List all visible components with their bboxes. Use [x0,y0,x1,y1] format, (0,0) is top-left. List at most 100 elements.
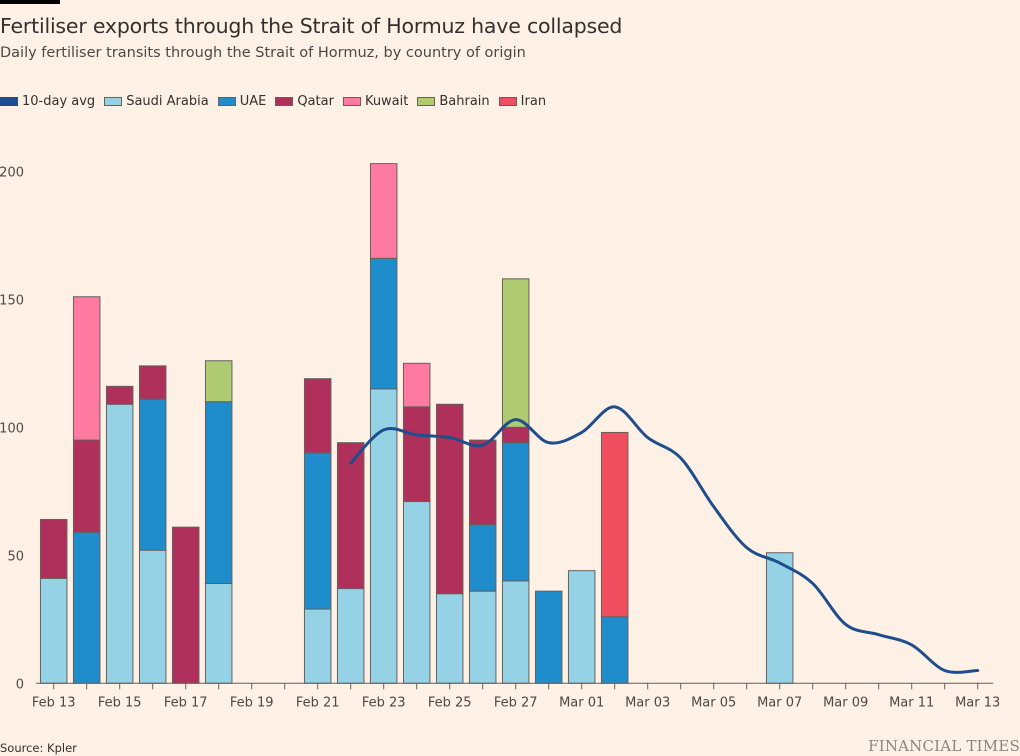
x-tick-label: Feb 17 [164,695,208,710]
bar-segment-iran [600,431,629,618]
bar-segment-qatar [435,403,464,595]
bar-segment-saudi-arabia [765,552,794,684]
legend-swatch-uae [217,97,236,106]
bar-stack-feb-15 [105,385,134,684]
bar-stack-feb-24 [402,362,431,684]
legend-item-10-day-avg: 10-day avg [0,94,95,109]
bar-segment-saudi-arabia [369,388,398,684]
bar-segment-saudi-arabia [39,577,68,684]
bars-layer [39,163,794,684]
bar-segment-uae [303,452,332,610]
bar-stack-feb-14 [72,296,101,684]
bar-segment-qatar [72,439,101,533]
x-tick-label: Feb 21 [296,695,340,710]
line-layer [349,405,980,674]
x-tick-label: Mar 13 [955,695,1000,710]
x-tick-label: Feb 13 [32,695,76,710]
bar-segment-qatar [336,442,365,590]
y-tick-label: 100 [0,421,24,436]
legend-swatch-saudi-arabia [104,97,123,106]
bar-segment-saudi-arabia [402,501,431,684]
legend-item-uae: UAE [217,94,267,109]
bar-stack-feb-13 [39,518,68,684]
bar-stack-feb-26 [468,439,497,684]
bar-stack-feb-17 [171,526,200,684]
bar-segment-saudi-arabia [336,588,365,684]
y-tick-label: 200 [0,165,24,180]
bar-segment-qatar [468,439,497,526]
bar-segment-saudi-arabia [303,608,332,684]
bar-stack-mar-01 [567,570,596,684]
x-tick-label: Mar 01 [559,695,604,710]
bar-segment-qatar [501,426,530,444]
legend-label: Saudi Arabia [126,94,209,109]
bar-segment-qatar [138,365,167,400]
x-tick-label: Mar 05 [691,695,736,710]
x-tick-label: Feb 27 [494,695,538,710]
bar-segment-saudi-arabia [501,580,530,684]
bar-segment-uae [501,442,530,582]
x-tick-label: Mar 03 [625,695,670,710]
x-tick-label: Feb 23 [362,695,406,710]
bar-segment-saudi-arabia [138,549,167,684]
line-10-day-avg [349,405,980,674]
bar-segment-saudi-arabia [105,403,134,684]
bar-segment-saudi-arabia [204,582,233,684]
bar-segment-uae [468,524,497,592]
bar-stack-feb-21 [303,378,332,684]
bar-segment-qatar [39,518,68,579]
bar-segment-uae [369,257,398,390]
x-tick-label: Feb 25 [428,695,472,710]
bar-segment-kuwait [72,296,101,441]
bar-stack-mar-02 [600,431,629,684]
y-tick-label: 150 [0,293,24,308]
bar-segment-kuwait [402,362,431,408]
y-tick-label: 50 [7,549,24,564]
x-tick-label: Feb 15 [98,695,142,710]
bar-segment-saudi-arabia [435,593,464,684]
legend-item-qatar: Qatar [275,94,334,109]
bar-stack-mar-07 [765,552,794,684]
bar-segment-uae [600,616,629,684]
bar-stack-feb-27 [501,278,530,684]
bar-segment-qatar [402,406,431,503]
bar-segment-qatar [171,526,200,684]
legend-label: Iran [520,94,547,109]
bar-segment-saudi-arabia [468,590,497,684]
bar-stack-feb-25 [435,403,464,684]
legend-swatch-bahrain [417,97,436,106]
bar-segment-uae [534,590,563,684]
bar-segment-qatar [105,385,134,405]
x-tick-label: Feb 19 [230,695,274,710]
legend-item-saudi-arabia: Saudi Arabia [104,94,209,109]
ft-logo: FINANCIAL TIMES [868,737,1020,755]
legend: 10-day avg Saudi Arabia UAE Qatar Kuwait… [0,94,555,109]
legend-item-kuwait: Kuwait [342,94,409,109]
legend-label: 10-day avg [22,94,96,109]
legend-swatch-qatar [275,97,294,106]
legend-label: UAE [239,94,267,109]
legend-swatch-iran [498,97,517,106]
bar-stack-feb-23 [369,163,398,684]
brand-top-bar [0,0,60,4]
bar-segment-saudi-arabia [567,570,596,684]
bar-segment-kuwait [369,163,398,259]
bar-stack-feb-16 [138,365,167,684]
legend-swatch-kuwait [342,97,361,106]
legend-label: Qatar [297,94,334,109]
x-axis: Feb 13 Feb 15 Feb 17 Feb 19 Feb 21 Feb 23 Feb … [32,682,1000,710]
legend-item-bahrain: Bahrain [417,94,490,109]
chart-subtitle: Daily fertiliser transits through the St… [0,45,526,61]
x-tick-label: Mar 11 [889,695,934,710]
legend-label: Bahrain [439,94,490,109]
bar-stack-feb-22 [336,442,365,684]
source-note: Source: Kpler [0,741,77,755]
legend-label: Kuwait [364,94,409,109]
bar-segment-uae [138,398,167,551]
legend-item-iran: Iran [498,94,547,109]
bar-segment-bahrain [501,278,530,428]
bar-segment-qatar [303,378,332,454]
chart-title: Fertiliser exports through the Strait of… [0,14,623,38]
x-tick-label: Mar 07 [757,695,802,710]
